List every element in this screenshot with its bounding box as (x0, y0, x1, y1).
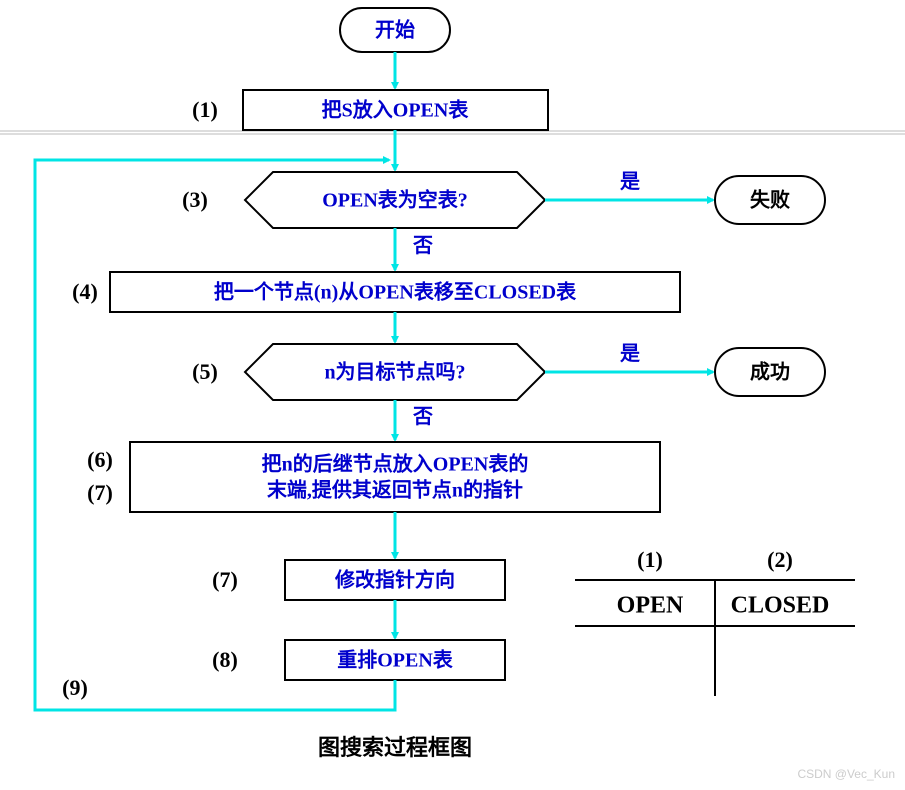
svg-text:(3): (3) (182, 187, 208, 212)
svg-text:是: 是 (619, 170, 640, 193)
svg-text:(9): (9) (62, 675, 88, 700)
svg-text:(5): (5) (192, 359, 218, 384)
svg-text:(1): (1) (637, 547, 663, 572)
svg-text:成功: 成功 (750, 360, 790, 384)
svg-text:(7): (7) (87, 480, 113, 505)
svg-text:失败: 失败 (750, 188, 790, 212)
svg-text:(2): (2) (767, 547, 793, 572)
svg-text:(8): (8) (212, 647, 238, 672)
svg-text:末端,提供其返回节点n的指针: 末端,提供其返回节点n的指针 (267, 478, 523, 502)
svg-text:把n的后继节点放入OPEN表的: 把n的后继节点放入OPEN表的 (262, 452, 529, 476)
svg-text:(6): (6) (87, 447, 113, 472)
svg-text:开始: 开始 (375, 18, 415, 42)
svg-text:(7): (7) (212, 567, 238, 592)
svg-text:重排OPEN表: 重排OPEN表 (337, 648, 454, 672)
svg-text:(1): (1) (192, 97, 218, 122)
svg-text:是: 是 (619, 342, 640, 365)
svg-text:(4): (4) (72, 279, 98, 304)
svg-text:把一个节点(n)从OPEN表移至CLOSED表: 把一个节点(n)从OPEN表移至CLOSED表 (214, 280, 577, 304)
svg-text:OPEN: OPEN (617, 593, 684, 619)
svg-text:CLOSED: CLOSED (731, 593, 830, 619)
svg-text:修改指针方向: 修改指针方向 (334, 568, 455, 592)
svg-text:否: 否 (412, 406, 433, 428)
svg-text:否: 否 (412, 235, 433, 257)
svg-text:n为目标节点吗?: n为目标节点吗? (324, 360, 465, 384)
svg-text:图搜索过程框图: 图搜索过程框图 (318, 735, 472, 760)
svg-text:把S放入OPEN表: 把S放入OPEN表 (322, 98, 470, 122)
svg-text:OPEN表为空表?: OPEN表为空表? (322, 188, 468, 212)
svg-text:CSDN @Vec_Kun: CSDN @Vec_Kun (797, 767, 895, 781)
